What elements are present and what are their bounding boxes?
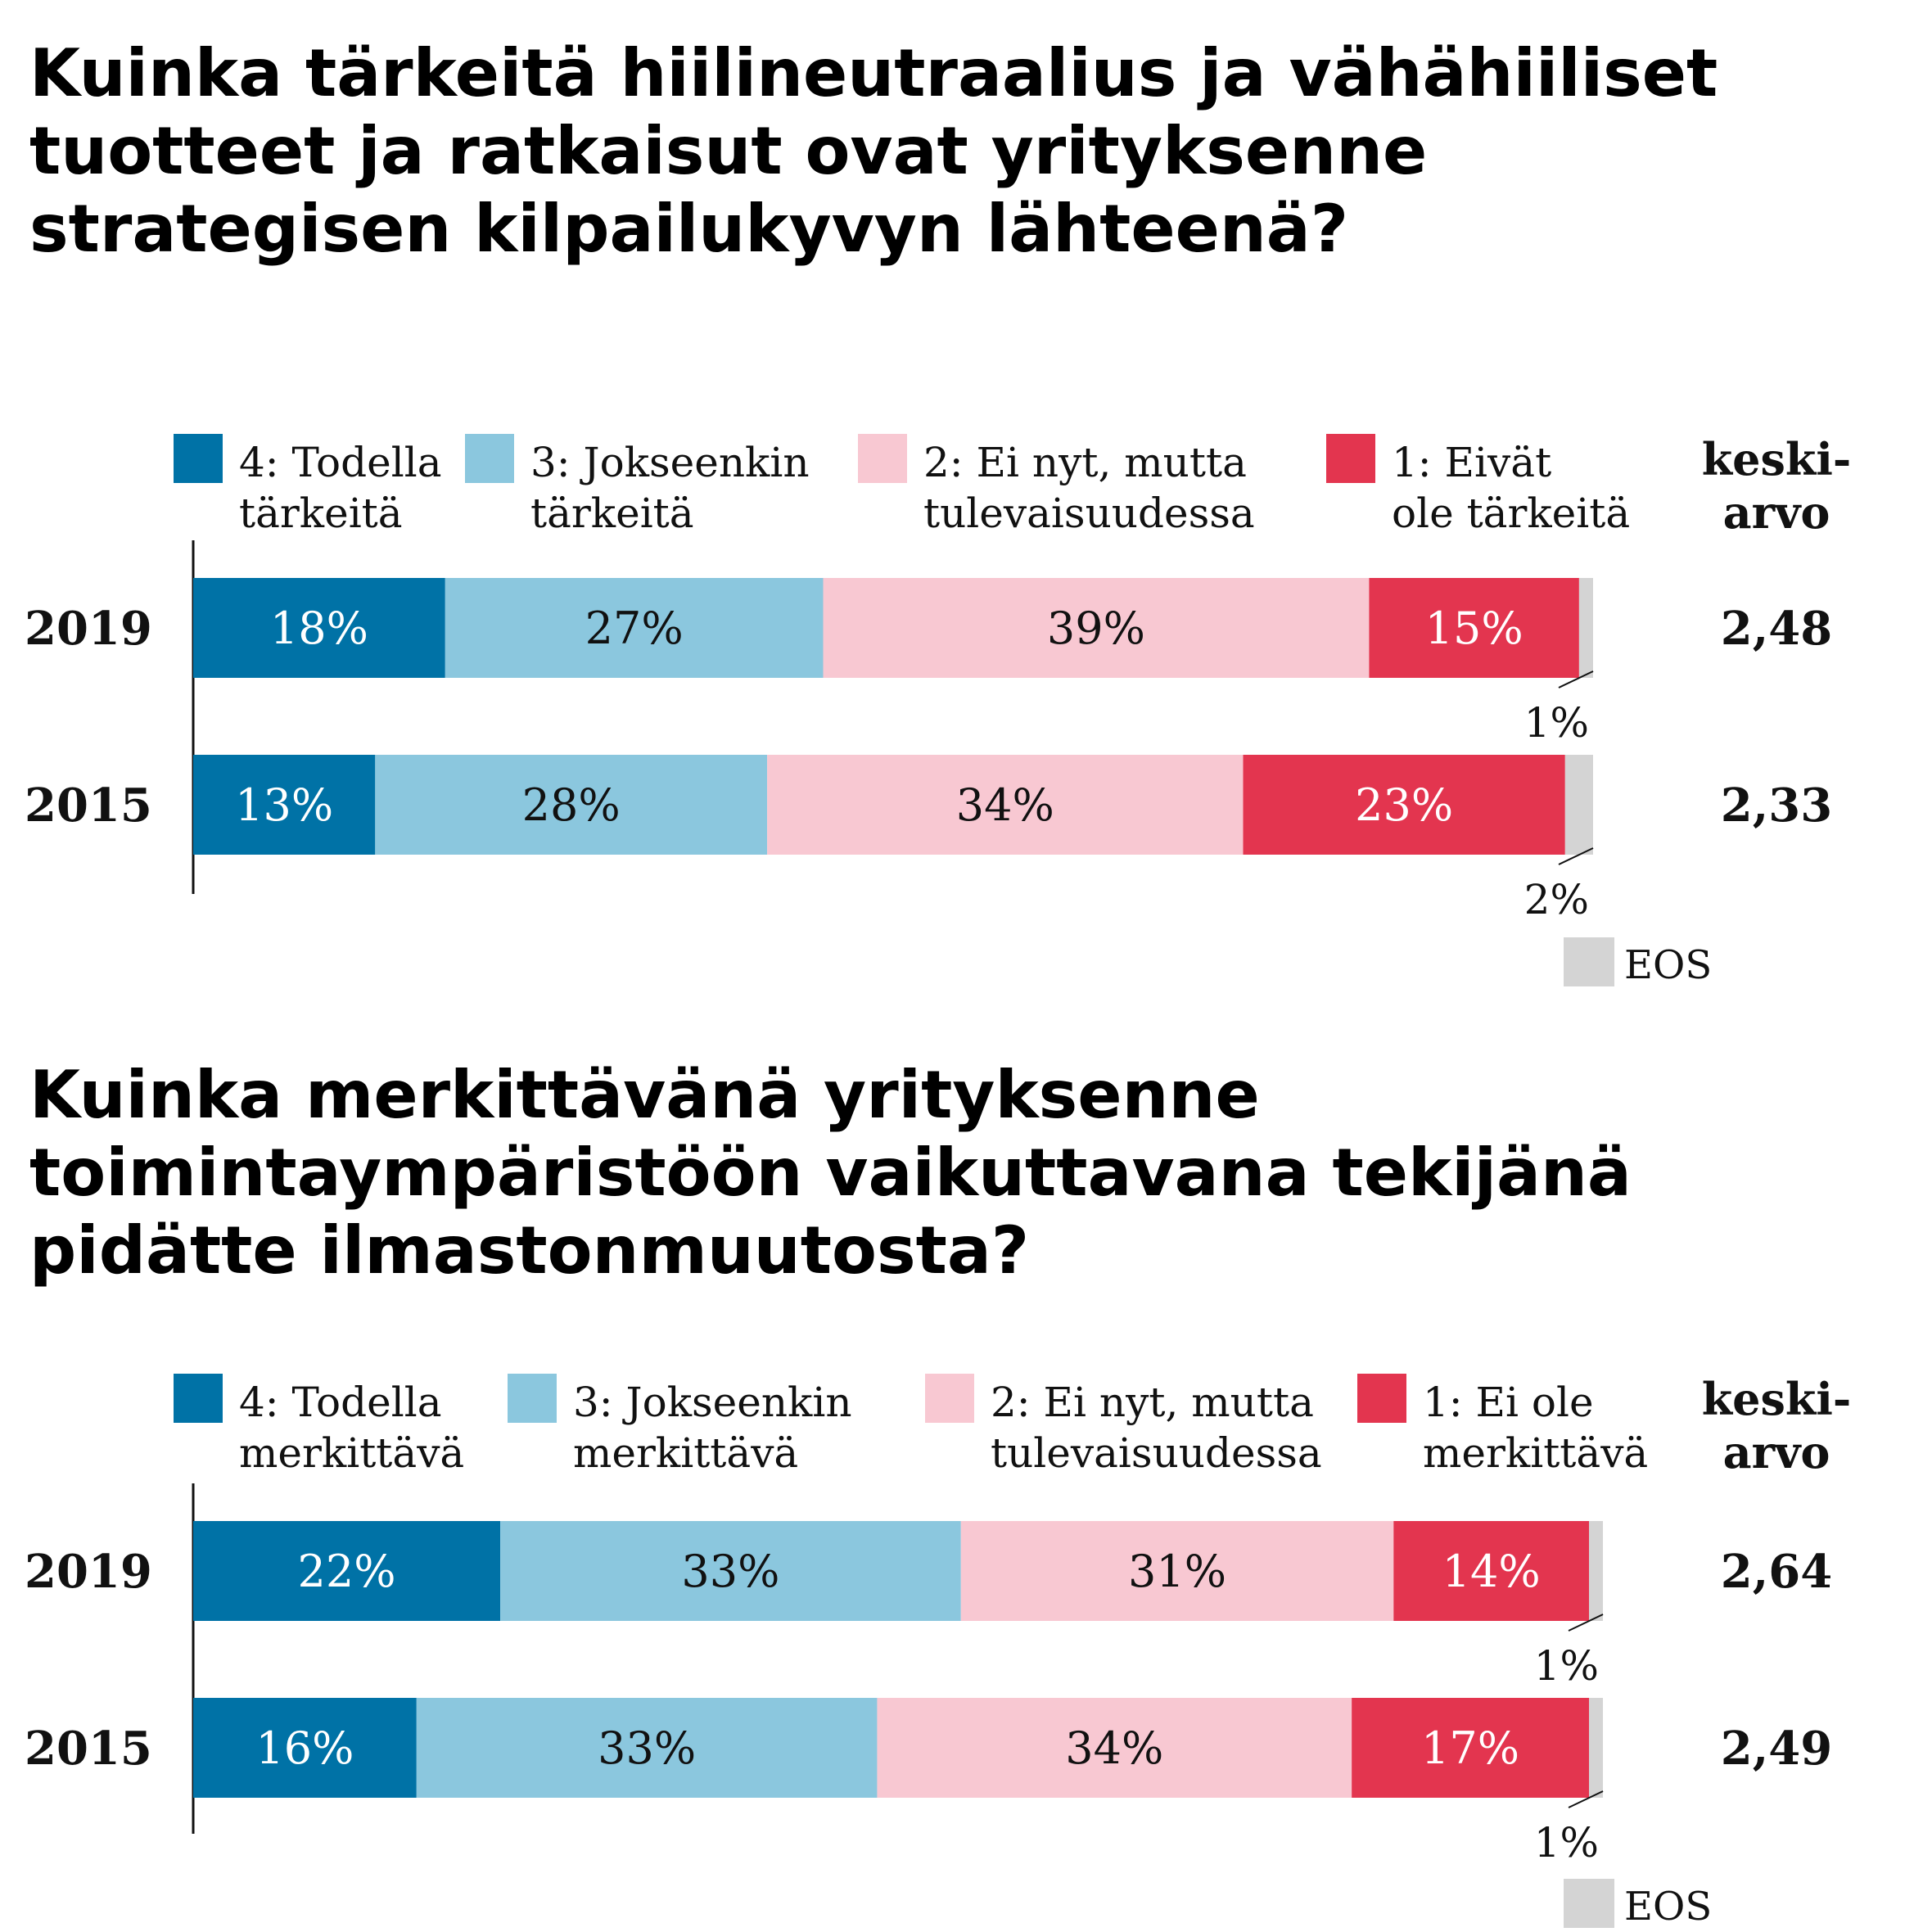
chart-1-bar-2019-series-5 <box>1578 578 1593 678</box>
chart-1-legend-label-4-line-1: 1: Eivät <box>1392 439 1551 486</box>
chart-2-mean-value-2019: 2,64 <box>1721 1545 1832 1599</box>
chart-2-eos-label-2019: 1% <box>1534 1642 1599 1690</box>
chart-1-eos-label-2015: 2% <box>1524 876 1589 923</box>
chart-2-bar-2019-series-1 <box>193 1521 501 1621</box>
chart-2-mean-value-2015: 2,49 <box>1721 1722 1832 1776</box>
chart-1-bar-2019-series-1 <box>193 578 445 678</box>
chart-1-bar-2015-series-3 <box>767 755 1244 855</box>
chart-1-data-label-2015-series-1: 13% <box>235 779 333 831</box>
chart-2-eos-leader-2019 <box>1568 1614 1604 1632</box>
chart-2-category-label-2019: 2019 <box>25 1545 152 1599</box>
chart-1-category-label-2019: 2019 <box>25 602 152 656</box>
chart-2-legend-label-1-line-1: 4: Todella <box>239 1379 442 1426</box>
chart-1-data-label-2019-series-1: 18% <box>270 603 368 654</box>
chart-2-mean-header-line-2: arvo <box>1723 1426 1830 1478</box>
chart-1-legend-swatch-1 <box>174 434 223 483</box>
chart-1-eos-leader-2015 <box>1558 847 1594 865</box>
chart-2-bar-2015-series-5 <box>1589 1698 1604 1798</box>
chart-2-eos-legend-label: EOS <box>1624 1884 1712 1930</box>
chart-2-legend-label-3-line-1: 2: Ei nyt, mutta <box>991 1379 1314 1426</box>
chart-1-title: Kuinka tärkeitä hiilineutraalius ja vähä… <box>29 35 1718 267</box>
chart-1-legend-label-3-line-2: tulevaisuudessa <box>923 490 1255 537</box>
chart-2-data-label-2015-series-4: 17% <box>1421 1722 1519 1774</box>
chart-1-legend-label-4-line-2: ole tärkeitä <box>1392 490 1630 537</box>
chart-1-mean-header-line-2: arvo <box>1723 486 1830 539</box>
chart-1-legend-swatch-3 <box>858 434 907 483</box>
chart-2-bar-2015-series-1 <box>193 1698 417 1798</box>
chart-2-bar-2015-series-2 <box>416 1698 878 1798</box>
chart-2-bar-2019-series-5 <box>1589 1521 1604 1621</box>
chart-2-data-label-2019-series-1: 22% <box>298 1546 396 1597</box>
chart-1-legend-label-1-line-2: tärkeitä <box>239 490 403 537</box>
chart-2-bar-2015-series-3 <box>877 1698 1352 1798</box>
chart-2-data-label-2015-series-1: 16% <box>255 1722 354 1774</box>
chart-1-data-label-2015-series-2: 28% <box>522 779 621 831</box>
chart-2-legend-label-2-line-1: 3: Jokseenkin <box>573 1379 852 1426</box>
chart-2-bar-2019-series-4 <box>1393 1521 1589 1621</box>
chart-1-eos-label-2019: 1% <box>1524 699 1589 747</box>
chart-1-bar-2015-series-5 <box>1564 755 1593 855</box>
chart-1-bar-2015-series-1 <box>193 755 376 855</box>
chart-1-data-label-2019-series-3: 39% <box>1047 603 1145 654</box>
chart-2-legend-label-4-line-1: 1: Ei ole <box>1423 1379 1594 1426</box>
chart-2-data-label-2015-series-3: 34% <box>1065 1722 1163 1774</box>
chart-2-bar-2019-series-2 <box>500 1521 961 1621</box>
chart-1-legend-swatch-4 <box>1326 434 1375 483</box>
chart-2-eos-legend-swatch <box>1564 1879 1614 1928</box>
chart-1-legend-label-2-line-1: 3: Jokseenkin <box>530 439 810 486</box>
chart-2-category-label-2015: 2015 <box>25 1722 152 1776</box>
chart-2-eos-label-2015: 1% <box>1534 1819 1599 1867</box>
chart-1-data-label-2019-series-4: 15% <box>1425 603 1523 654</box>
chart-2-bar-2015-series-4 <box>1352 1698 1589 1798</box>
chart-2-legend-swatch-4 <box>1357 1374 1406 1423</box>
chart-2-data-label-2015-series-2: 33% <box>598 1722 696 1774</box>
chart-2-title: Kuinka merkittävänä yrityksenne toiminta… <box>29 1057 1632 1289</box>
chart-1-mean-value-2019: 2,48 <box>1721 602 1832 656</box>
chart-2-eos-leader-2015 <box>1568 1790 1604 1808</box>
chart-1-legend-label-2-line-2: tärkeitä <box>530 490 694 537</box>
chart-1-mean-value-2015: 2,33 <box>1721 779 1832 833</box>
chart-1-mean-header-line-1: keski- <box>1702 433 1852 485</box>
chart-2-mean-header-line-1: keski- <box>1702 1373 1852 1425</box>
chart-1-bar-2019-series-4 <box>1369 578 1579 678</box>
chart-2-legend-swatch-1 <box>174 1374 223 1423</box>
chart-2-data-label-2019-series-3: 31% <box>1128 1546 1226 1597</box>
chart-2-legend-label-2-line-2: merkittävä <box>573 1429 798 1477</box>
chart-2-legend-label-3-line-2: tulevaisuudessa <box>991 1429 1322 1477</box>
chart-2-legend-swatch-3 <box>925 1374 974 1423</box>
chart-1-eos-legend-swatch <box>1564 937 1614 986</box>
chart-2-legend-label-1-line-2: merkittävä <box>239 1429 464 1477</box>
chart-1-category-label-2015: 2015 <box>25 779 152 833</box>
chart-1-legend-label-1-line-1: 4: Todella <box>239 439 442 486</box>
chart-2-data-label-2019-series-4: 14% <box>1442 1546 1541 1597</box>
chart-1-legend-label-3-line-1: 2: Ei nyt, mutta <box>923 439 1247 486</box>
chart-1-eos-leader-2019 <box>1558 670 1594 688</box>
chart-2-legend-swatch-2 <box>508 1374 557 1423</box>
chart-1-data-label-2019-series-2: 27% <box>585 603 684 654</box>
chart-1-data-label-2015-series-4: 23% <box>1355 779 1453 831</box>
chart-2-data-label-2019-series-2: 33% <box>681 1546 779 1597</box>
chart-2-bar-2019-series-3 <box>960 1521 1394 1621</box>
chart-1-data-label-2015-series-3: 34% <box>956 779 1054 831</box>
chart-1-bar-2019-series-2 <box>445 578 824 678</box>
chart-1-bar-2015-series-4 <box>1243 755 1565 855</box>
chart-1-eos-legend-label: EOS <box>1624 942 1712 988</box>
chart-2-legend-label-4-line-2: merkittävä <box>1423 1429 1648 1477</box>
chart-1-bar-2015-series-2 <box>375 755 768 855</box>
chart-1-legend-swatch-2 <box>465 434 514 483</box>
chart-1-bar-2019-series-3 <box>823 578 1370 678</box>
